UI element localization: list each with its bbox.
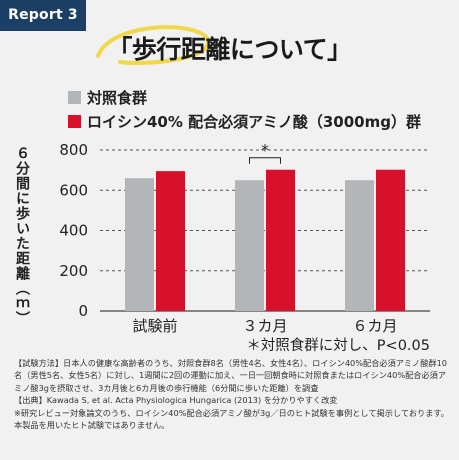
legend-label-leucine: ロイシン40% 配合必須アミノ酸（3000mg）群 — [87, 112, 421, 131]
legend-item-control: 対照食群 — [68, 86, 421, 108]
bar-leucine-1 — [266, 169, 295, 311]
note-source: 【出典】Kawada S, et al. Acta Physiologica H… — [14, 395, 338, 406]
bar-control-0 — [125, 178, 154, 311]
bar-control-2 — [345, 180, 374, 311]
y-axis-label: ６分間に歩いた距離（ｍ） — [14, 146, 30, 326]
x-tick-label: ６カ月 — [352, 317, 397, 335]
y-tick-label: 800 — [59, 141, 88, 159]
y-tick-label: 0 — [78, 302, 88, 320]
report-badge: Report 3 — [0, 0, 86, 31]
y-tick-label: 400 — [59, 222, 88, 240]
y-tick-label: 600 — [59, 181, 88, 199]
study-notes: 【試験方法】日本人の健康な高齢者のうち、対照食群8名（男性4名、女性4名）、ロイ… — [14, 357, 450, 431]
note-disclaimer: ※研究レビュー対象論文のうち、ロイシン40%配合必須アミノ酸が3g／日のヒト試験… — [14, 407, 449, 431]
legend-swatch-leucine — [68, 114, 81, 128]
legend-label-control: 対照食群 — [87, 88, 148, 107]
legend-item-leucine: ロイシン40% 配合必須アミノ酸（3000mg）群 — [68, 110, 421, 132]
bar-control-1 — [235, 180, 264, 311]
chart-legend: 対照食群 ロイシン40% 配合必須アミノ酸（3000mg）群 — [68, 86, 421, 134]
y-tick-label: 200 — [59, 262, 88, 280]
x-tick-label: ３カ月 — [242, 317, 287, 335]
significance-bracket — [249, 157, 281, 164]
bar-leucine-2 — [376, 169, 405, 311]
note-method: 【試験方法】日本人の健康な高齢者のうち、対照食群8名（男性4名、女性4名）、ロイ… — [14, 358, 447, 393]
page-title: 「歩行距離について」 — [107, 35, 352, 64]
significance-mark: * — [261, 141, 269, 160]
title-highlight-swirl — [96, 25, 211, 66]
significance-footnote: ＊対照食群に対し、P<0.05 — [246, 337, 430, 354]
x-tick-label: 試験前 — [132, 317, 177, 335]
legend-swatch-control — [68, 90, 81, 104]
bar-leucine-0 — [156, 171, 185, 311]
